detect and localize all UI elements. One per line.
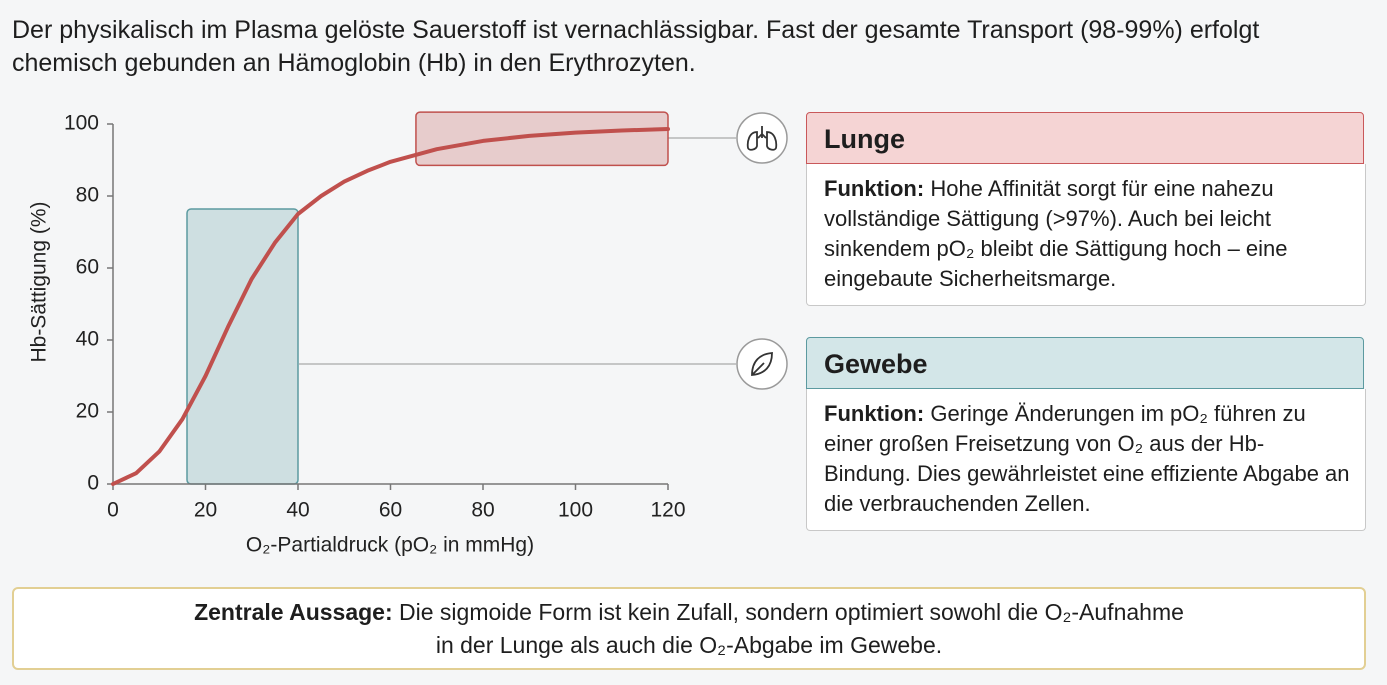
key-text: Die sigmoide Form ist kein Zufall, sonde… [399, 599, 1184, 658]
panel-body: Funktion: Hohe Affinität sorgt für eine … [806, 164, 1366, 306]
panel-label: Funktion: [824, 176, 925, 201]
y-tick-label: 20 [76, 400, 99, 423]
x-tick-label: 120 [650, 499, 685, 522]
y-tick-label: 100 [64, 112, 99, 135]
y-tick-label: 60 [76, 256, 99, 279]
x-tick-label: 60 [379, 499, 402, 522]
y-tick-label: 80 [76, 184, 99, 207]
y-axis-label: Hb-Sättigung (%) [28, 201, 51, 362]
key-message: Zentrale Aussage: Die sigmoide Form ist … [12, 587, 1366, 670]
panel-title: Gewebe [806, 337, 1364, 389]
y-tick-label: 0 [87, 472, 99, 495]
x-axis-label: O₂-Partialdruck (pO₂ in mmHg) [246, 534, 534, 557]
panel-title: Lunge [806, 112, 1364, 164]
lung-icon [736, 112, 788, 164]
x-tick-label: 0 [107, 499, 119, 522]
x-tick-label: 40 [286, 499, 309, 522]
panel-text: Hohe Affinität sorgt für eine nahezu vol… [824, 176, 1288, 291]
key-label: Zentrale Aussage: [194, 599, 393, 625]
intro-text: Der physikalisch im Plasma gelöste Sauer… [12, 16, 1260, 77]
panel-text: Geringe Änderungen im pO₂ führen zu eine… [824, 401, 1350, 516]
highlight-region [186, 208, 299, 485]
curve [111, 127, 670, 486]
highlight-region [415, 111, 669, 167]
x-tick-label: 80 [471, 499, 494, 522]
x-tick-label: 20 [194, 499, 217, 522]
panel-body: Funktion: Geringe Änderungen im pO₂ führ… [806, 389, 1366, 531]
chart: 0 20 40 60 80 100 120 0 20 40 60 80 100 Hb-Sättigung… [28, 111, 788, 557]
leaf-icon [736, 338, 788, 390]
x-tick-label: 100 [558, 499, 593, 522]
y-tick-label: 40 [76, 328, 99, 351]
panel-label: Funktion: [824, 401, 925, 426]
